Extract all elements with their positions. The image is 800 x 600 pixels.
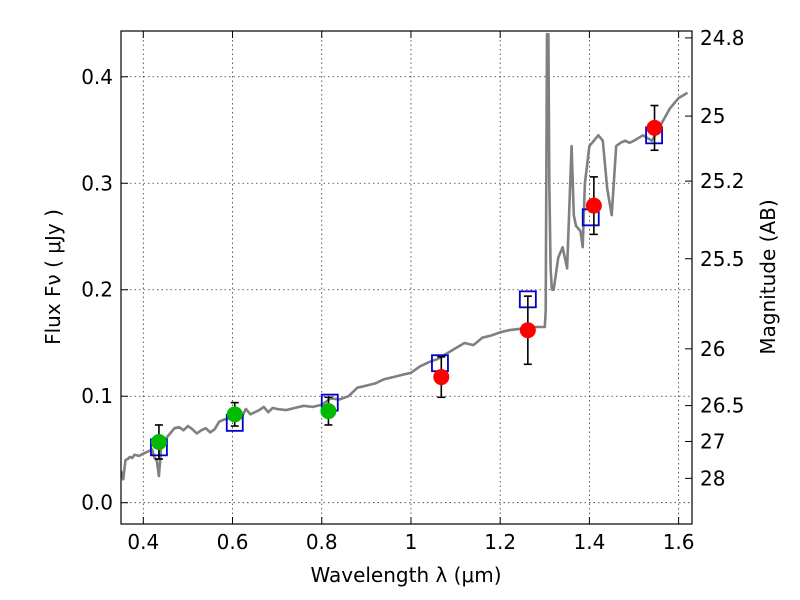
x-tick-label: 1.2 xyxy=(484,530,516,554)
y2-tick-label: 26 xyxy=(700,337,725,361)
optical-data-point xyxy=(226,406,243,423)
y-tick-label: 0.3 xyxy=(81,171,113,195)
x-tick-label: 0.4 xyxy=(127,530,159,554)
optical-data-point xyxy=(150,434,167,451)
spectrum-layer xyxy=(121,32,689,481)
x-tick-label: 1.4 xyxy=(573,530,605,554)
y-tick-label: 0.1 xyxy=(81,384,113,408)
x-tick-label: 1.6 xyxy=(663,530,695,554)
axes-layer xyxy=(120,30,693,525)
y-axis-label: Flux Fν ( μJy ) xyxy=(41,209,65,345)
y-tick-label: 0.4 xyxy=(81,65,113,89)
nir-data-point xyxy=(646,119,663,136)
ticks-layer: 0.4 0.6 0.8 1 1.2 1.4 1.6 0.0 0.1 0.2 0.3 0.4 24.8 25… xyxy=(81,26,744,554)
spectrum-line xyxy=(121,32,689,481)
y-tick-label: 0.0 xyxy=(81,491,113,515)
y2-tick-label: 26.5 xyxy=(700,394,745,418)
plot-frame xyxy=(120,30,693,525)
y2-tick-label: 25.2 xyxy=(700,169,745,193)
y2-tick-label: 25.5 xyxy=(700,247,745,271)
y2-axis-label: Magnitude (AB) xyxy=(756,199,780,354)
marker-layer xyxy=(150,104,663,460)
nir-data-point xyxy=(433,369,450,386)
nir-data-point xyxy=(519,322,536,339)
x-tick-label: 0.6 xyxy=(217,530,249,554)
y2-tick-label: 27 xyxy=(700,429,725,453)
y2-tick-label: 24.8 xyxy=(700,26,745,50)
y2-tick-label: 28 xyxy=(700,466,725,490)
x-axis-label: Wavelength λ (μm) xyxy=(310,563,501,587)
x-tick-label: 1 xyxy=(405,530,418,554)
grid xyxy=(121,31,692,524)
optical-data-point xyxy=(320,403,337,420)
x-tick-label: 0.8 xyxy=(306,530,338,554)
y2-tick-label: 25 xyxy=(700,104,725,128)
y-tick-label: 0.2 xyxy=(81,278,113,302)
nir-data-point xyxy=(585,197,602,214)
